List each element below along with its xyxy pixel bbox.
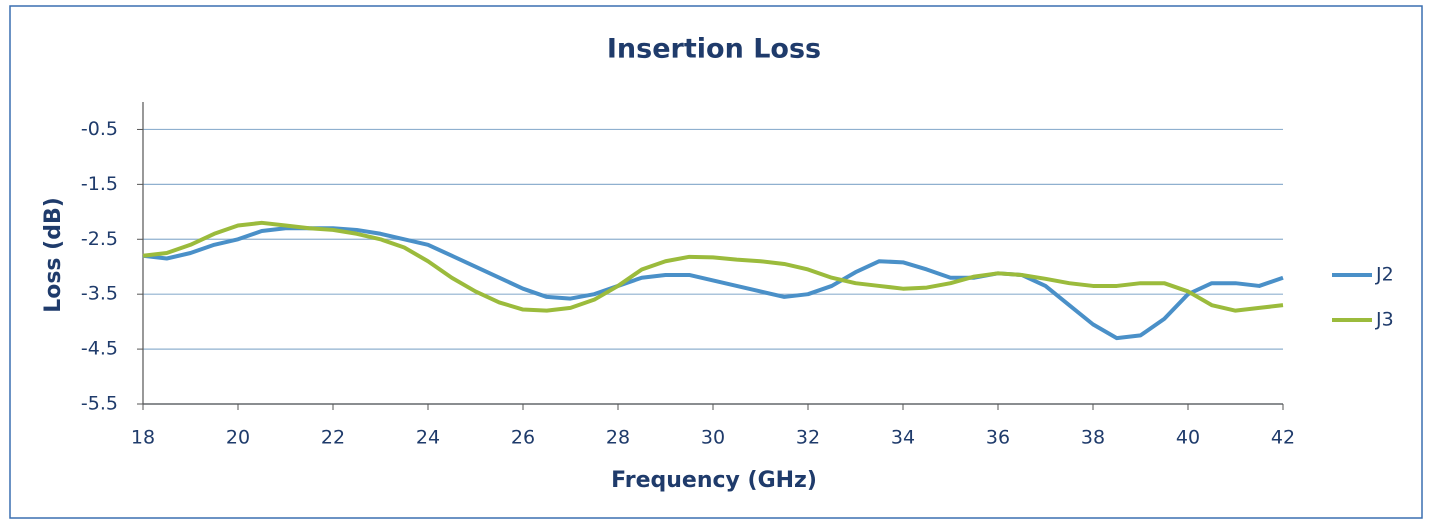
x-tick-label: 40 <box>1176 427 1200 449</box>
legend-label: J2 <box>1375 264 1394 286</box>
line-series <box>142 226 1284 341</box>
x-tick-label: 26 <box>511 427 535 449</box>
x-tick-label: 42 <box>1271 427 1295 449</box>
y-tick-label: -1.5 <box>81 173 118 195</box>
y-axis-label: Loss (dB) <box>41 197 66 313</box>
y-tick-label: -5.5 <box>81 393 118 415</box>
x-tick-label: 34 <box>891 427 915 449</box>
x-tick-label: 30 <box>701 427 725 449</box>
y-tick-label: -2.5 <box>81 228 118 250</box>
x-tick-label: 18 <box>131 427 155 449</box>
x-tick-label: 24 <box>416 427 440 449</box>
x-tick-label: 32 <box>796 427 820 449</box>
chart-title: Insertion Loss <box>607 34 821 65</box>
chart-frame <box>9 5 1423 519</box>
y-tick-label: -4.5 <box>81 338 118 360</box>
line-series <box>142 220 1284 313</box>
y-tick-label: -3.5 <box>81 283 118 305</box>
x-tick-label: 22 <box>321 427 345 449</box>
legend-label: J3 <box>1375 309 1394 331</box>
x-axis-label: Frequency (GHz) <box>611 468 817 493</box>
x-tick-label: 28 <box>606 427 630 449</box>
x-tick-label: 20 <box>226 427 250 449</box>
y-tick-label: -0.5 <box>81 118 118 140</box>
x-tick-label: 38 <box>1081 427 1105 449</box>
x-tick-label: 36 <box>986 427 1010 449</box>
